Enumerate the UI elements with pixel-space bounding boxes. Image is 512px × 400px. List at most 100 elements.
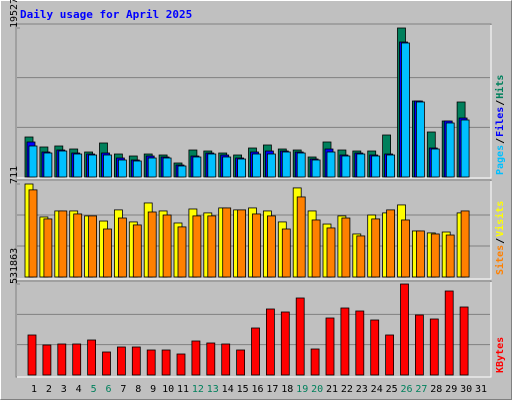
y-tick-label: 531863: [9, 248, 20, 284]
bar: [222, 156, 232, 178]
bar: [206, 342, 216, 376]
bar: [102, 351, 111, 376]
bar: [132, 224, 142, 278]
bar: [118, 217, 127, 278]
bar: [430, 148, 440, 178]
bar: [43, 218, 53, 278]
x-tick-label: 6: [105, 384, 111, 395]
bar: [236, 349, 246, 376]
x-tick-label: 25: [386, 384, 398, 395]
y-tick-label: 19527: [9, 0, 20, 28]
x-tick-label: 4: [76, 384, 82, 395]
bar: [237, 209, 247, 278]
x-tick-label: 30: [460, 384, 472, 395]
bar: [326, 151, 336, 178]
legend-entry: Sites: [494, 245, 506, 275]
bar: [147, 157, 157, 178]
bar: [222, 207, 232, 278]
bar: [43, 152, 53, 178]
bar: [266, 215, 276, 278]
bar: [73, 153, 83, 178]
bar: [341, 217, 351, 278]
x-tick-label: 27: [415, 384, 427, 395]
chart-title: Daily usage for April 2025: [20, 8, 192, 21]
x-tick-label: 31: [475, 384, 487, 395]
bar: [429, 318, 439, 376]
x-tick-label: 3: [61, 384, 67, 395]
bar: [444, 290, 454, 376]
x-tick-label: 11: [177, 384, 189, 395]
bar: [131, 346, 141, 376]
bar: [177, 226, 187, 278]
bar: [371, 155, 381, 178]
bar: [311, 219, 321, 278]
bar: [103, 154, 112, 178]
x-tick-label: 28: [430, 384, 442, 395]
x-tick-label: 12: [192, 384, 204, 395]
x-tick-label: 8: [135, 384, 141, 395]
bar: [401, 42, 410, 178]
legend: Sites/Visits: [494, 201, 506, 275]
panel-bevel: [17, 25, 492, 179]
bar: [371, 218, 381, 278]
bar: [58, 150, 68, 178]
x-tick-label: 18: [281, 384, 293, 395]
bar: [42, 344, 52, 376]
bar: [459, 306, 469, 376]
bar: [296, 196, 306, 278]
bar: [386, 209, 396, 278]
bar: [58, 210, 68, 278]
x-tick-label: 22: [341, 384, 353, 395]
bar: [295, 297, 305, 376]
x-tick-label: 5: [91, 384, 97, 395]
y-tick-label: 711: [9, 166, 20, 184]
bar: [132, 160, 142, 178]
bar: [87, 339, 96, 376]
bar: [103, 228, 112, 278]
bar: [400, 283, 409, 376]
legend: KBytes: [495, 337, 506, 373]
bar: [27, 334, 37, 376]
x-tick-label: 9: [150, 384, 156, 395]
panel-bevel: [17, 282, 492, 378]
bar: [340, 307, 350, 376]
bar: [147, 211, 157, 278]
x-tick-label: 23: [356, 384, 368, 395]
x-tick-label: 1: [31, 384, 37, 395]
x-tick-label: 17: [266, 384, 278, 395]
bar: [356, 153, 366, 178]
bar: [57, 343, 67, 376]
bar: [251, 327, 260, 376]
bar: [191, 340, 201, 376]
legend-entry: Files: [494, 107, 506, 137]
bar: [341, 155, 351, 178]
bar: [281, 228, 291, 278]
bar: [415, 101, 425, 178]
bar: [445, 234, 455, 278]
legend-separator: /: [495, 238, 506, 244]
bar: [370, 319, 380, 376]
bar: [430, 233, 440, 278]
bar: [88, 215, 97, 278]
bar: [401, 219, 410, 278]
bar: [161, 349, 171, 376]
bar: [385, 334, 395, 376]
bar: [162, 214, 172, 278]
x-tick-label: 24: [371, 384, 383, 395]
legend-entry: Visits: [494, 201, 506, 237]
bar: [146, 349, 156, 376]
bar: [28, 189, 38, 278]
x-tick-label: 7: [120, 384, 126, 395]
x-tick-label: 29: [445, 384, 457, 395]
bar: [460, 210, 470, 278]
bar: [252, 153, 261, 178]
legend-separator: /: [495, 138, 506, 144]
x-tick-label: 21: [326, 384, 338, 395]
legend-entry: Pages: [495, 145, 506, 175]
bar: [281, 151, 291, 178]
bar: [177, 165, 187, 178]
legend-separator: /: [495, 100, 506, 106]
bar: [207, 153, 217, 178]
